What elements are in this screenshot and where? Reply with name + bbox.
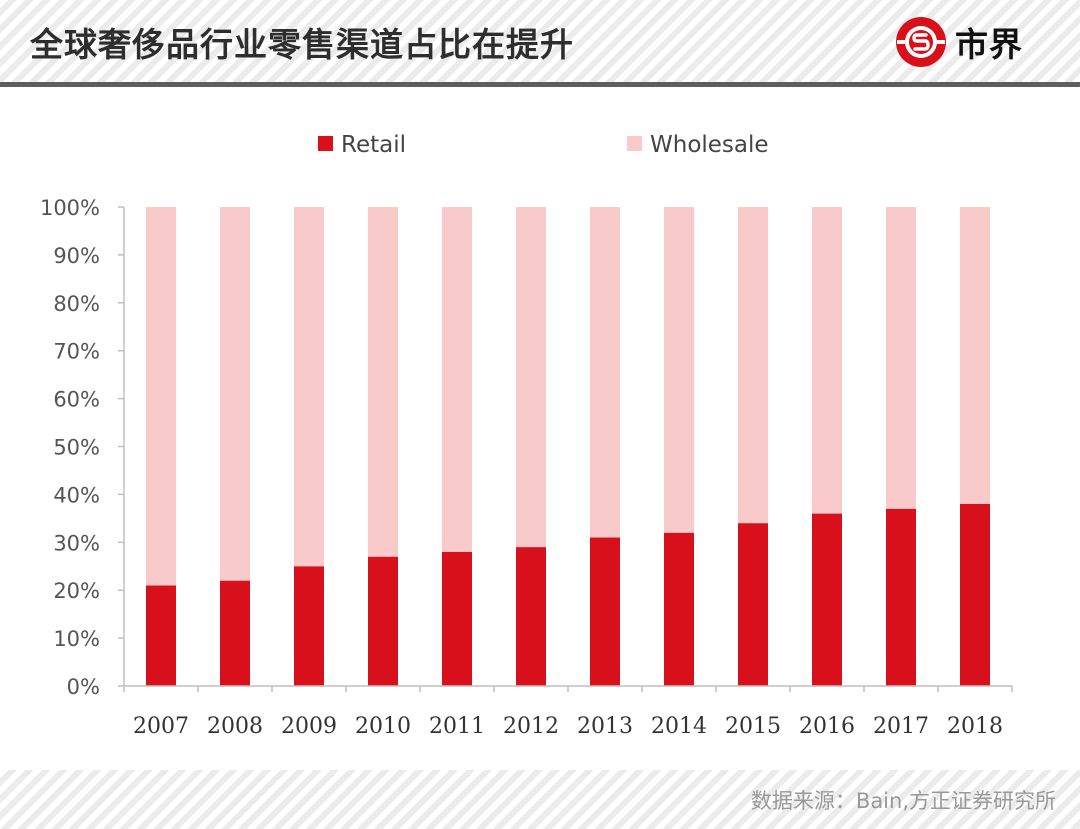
bar-wholesale-2009 — [294, 207, 324, 567]
header-divider — [0, 82, 1080, 87]
x-tick-label: 2013 — [577, 714, 633, 739]
y-tick-label: 90% — [53, 244, 100, 268]
bar-wholesale-2014 — [664, 207, 694, 533]
stacked-bar-chart: Retail Wholesale 0% 10% 20% 30% 40% 50% 60% 70% 8… — [40, 132, 1013, 739]
bar-wholesale-2017 — [886, 207, 916, 509]
y-tick-label: 10% — [53, 627, 100, 651]
bar-retail-2015 — [738, 523, 768, 686]
bar-retail-2007 — [146, 585, 176, 686]
bar-wholesale-2011 — [442, 207, 472, 552]
bar-retail-2018 — [960, 503, 990, 686]
page-title: 全球奢侈品行业零售渠道占比在提升 — [30, 25, 574, 64]
bar-wholesale-2016 — [812, 207, 842, 514]
x-tick-label: 2012 — [503, 714, 559, 739]
x-tick-label: 2018 — [947, 714, 1003, 739]
y-tick-label: 100% — [40, 196, 100, 220]
bar-retail-2013 — [590, 537, 620, 686]
bar-wholesale-2008 — [220, 207, 250, 581]
bar-retail-2011 — [442, 551, 472, 686]
bar-wholesale-2013 — [590, 207, 620, 538]
x-tick-label: 2011 — [429, 714, 485, 739]
logo-text: 市界 — [955, 25, 1023, 64]
source-note: 数据来源：Bain,方正证券研究所 — [750, 789, 1056, 813]
x-axis: 2007 2008 2009 2010 2011 2012 2013 2014 2015 2016… — [123, 685, 1013, 739]
x-tick-label: 2014 — [651, 714, 707, 739]
y-tick-label: 20% — [53, 579, 100, 603]
legend-swatch-wholesale — [627, 136, 642, 151]
bar-retail-2010 — [368, 556, 398, 686]
chart-legend: Retail Wholesale — [318, 132, 769, 158]
y-tick-label: 70% — [53, 340, 100, 364]
legend-label-wholesale: Wholesale — [650, 132, 769, 158]
y-axis: 0% 10% 20% 30% 40% 50% 60% 70% 80% 90% 100% — [40, 196, 125, 699]
y-tick-label: 50% — [53, 436, 100, 460]
x-tick-label: 2015 — [725, 714, 781, 739]
brand-logo: 市界 — [895, 14, 1023, 70]
y-tick-label: 30% — [53, 531, 100, 555]
bar-retail-2014 — [664, 532, 694, 686]
bar-wholesale-2007 — [146, 207, 176, 586]
bar-retail-2008 — [220, 580, 250, 686]
x-tick-label: 2008 — [207, 714, 263, 739]
y-tick-label: 60% — [53, 388, 100, 412]
x-tick-label: 2017 — [873, 714, 929, 739]
logo-mark-icon — [896, 17, 946, 67]
bars — [146, 207, 990, 686]
x-tick-label: 2009 — [281, 714, 337, 739]
legend-swatch-retail — [318, 136, 333, 151]
x-tick-label: 2007 — [133, 714, 189, 739]
bar-wholesale-2010 — [368, 207, 398, 557]
x-tick-label: 2016 — [799, 714, 855, 739]
bar-retail-2017 — [886, 508, 916, 686]
y-tick-label: 80% — [53, 292, 100, 316]
footer-band — [0, 770, 1080, 829]
legend-label-retail: Retail — [341, 132, 406, 158]
x-tick-label: 2010 — [355, 714, 411, 739]
bar-wholesale-2012 — [516, 207, 546, 548]
y-tick-label: 40% — [53, 483, 100, 507]
bar-wholesale-2018 — [960, 207, 990, 504]
bar-retail-2016 — [812, 513, 842, 686]
bar-wholesale-2015 — [738, 207, 768, 524]
bar-retail-2009 — [294, 566, 324, 686]
y-tick-label: 0% — [67, 675, 100, 699]
bar-retail-2012 — [516, 547, 546, 686]
